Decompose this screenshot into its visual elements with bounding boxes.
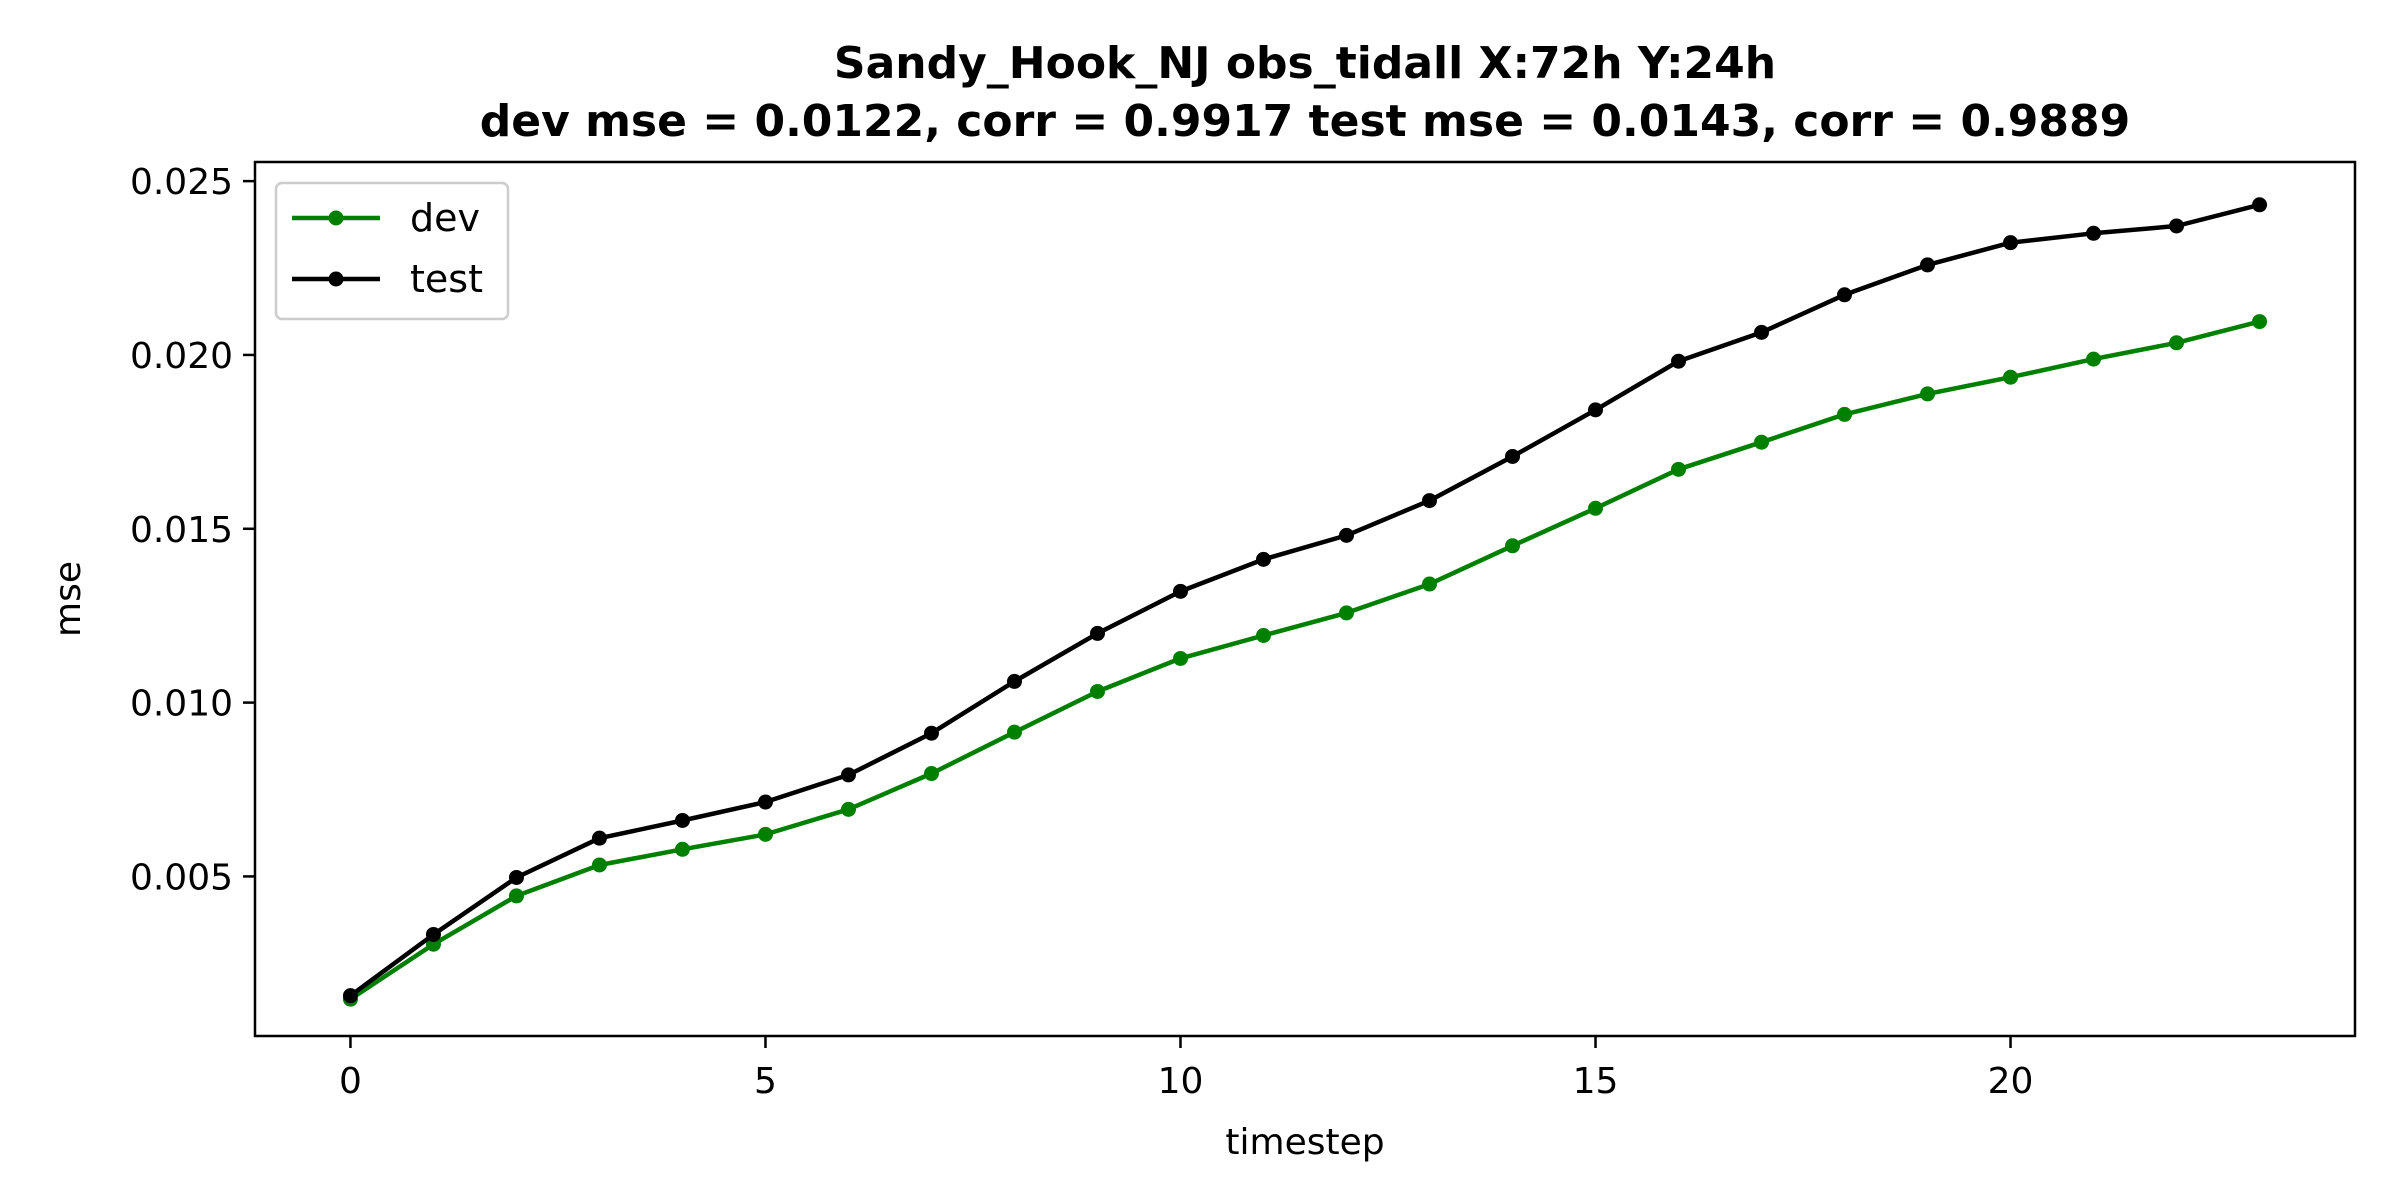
chart-subtitle: dev mse = 0.0122, corr = 0.9917 test mse… (480, 96, 2131, 147)
data-point-dev (2252, 314, 2268, 330)
data-point-dev (840, 801, 856, 817)
series-line-test (349, 202, 2261, 998)
legend-label-test: test (410, 257, 483, 301)
data-point-test (1006, 673, 1022, 689)
data-point-test (1422, 493, 1438, 509)
data-point-dev (1505, 538, 1521, 554)
data-point-test (923, 725, 939, 741)
data-point-dev (1006, 724, 1022, 740)
data-point-dev (2169, 335, 2185, 351)
data-point-dev (1754, 434, 1770, 450)
data-point-dev (591, 857, 607, 873)
legend-label-dev: dev (410, 196, 480, 240)
series-layer (342, 197, 2268, 1007)
data-point-test (1671, 353, 1687, 369)
data-point-dev (508, 888, 524, 904)
data-point-dev (1920, 386, 1936, 402)
data-point-test (840, 767, 856, 783)
data-point-test (2252, 197, 2268, 213)
y-tick-label: 0.020 (130, 336, 233, 377)
x-tick-label: 20 (1988, 1061, 2034, 1102)
data-point-test (1588, 402, 1604, 418)
legend-marker-dev (328, 210, 344, 226)
y-tick-label: 0.025 (130, 162, 233, 203)
legend-marker-test (328, 271, 344, 287)
data-point-dev (2003, 369, 2019, 385)
data-point-test (1255, 551, 1271, 567)
data-point-dev (757, 826, 773, 842)
data-point-test (1172, 583, 1188, 599)
x-tick-label: 10 (1158, 1061, 1204, 1102)
data-point-test (1089, 625, 1105, 641)
data-point-test (2169, 218, 2185, 234)
data-point-test (1920, 257, 1936, 273)
data-point-dev (1339, 605, 1355, 621)
data-point-test (1339, 527, 1355, 543)
data-point-dev (1089, 683, 1105, 699)
y-tick-label: 0.010 (130, 684, 233, 725)
data-point-test (2003, 235, 2019, 251)
data-point-dev (1671, 461, 1687, 477)
legend-entries: dev test (292, 196, 483, 301)
data-point-test (508, 869, 524, 885)
x-tick-label: 0 (339, 1061, 362, 1102)
y-axis-label: mse (48, 561, 89, 637)
data-point-test (342, 988, 358, 1004)
legend: dev test (274, 181, 510, 321)
data-point-dev (1422, 576, 1438, 592)
data-point-dev (1172, 650, 1188, 666)
data-point-dev (674, 841, 690, 857)
x-tick-label: 15 (1573, 1061, 1619, 1102)
y-tick-label: 0.015 (130, 510, 233, 551)
data-point-test (1505, 448, 1521, 464)
y-tick-label: 0.005 (130, 857, 233, 898)
plot-frame (253, 160, 2357, 1038)
data-point-test (757, 794, 773, 810)
chart-title: Sandy_Hook_NJ obs_tidall X:72h Y:24h (834, 38, 1776, 89)
data-point-dev (1837, 406, 1853, 422)
data-point-test (425, 926, 441, 942)
series-line-dev (349, 319, 2261, 1001)
data-point-dev (1255, 628, 1271, 644)
x-tick-label: 5 (754, 1061, 777, 1102)
data-point-dev (923, 766, 939, 782)
x-axis-label: timestep (1225, 1122, 1384, 1163)
data-point-test (2086, 225, 2102, 241)
data-point-test (1754, 324, 1770, 340)
axis-ticks: 0 5 10 15 20 0.005 0.010 0.015 0.020 0.025 (130, 162, 2034, 1102)
data-point-dev (2086, 351, 2102, 367)
data-point-test (591, 830, 607, 846)
data-point-test (674, 812, 690, 828)
data-point-dev (1588, 500, 1604, 516)
data-point-test (1837, 287, 1853, 303)
